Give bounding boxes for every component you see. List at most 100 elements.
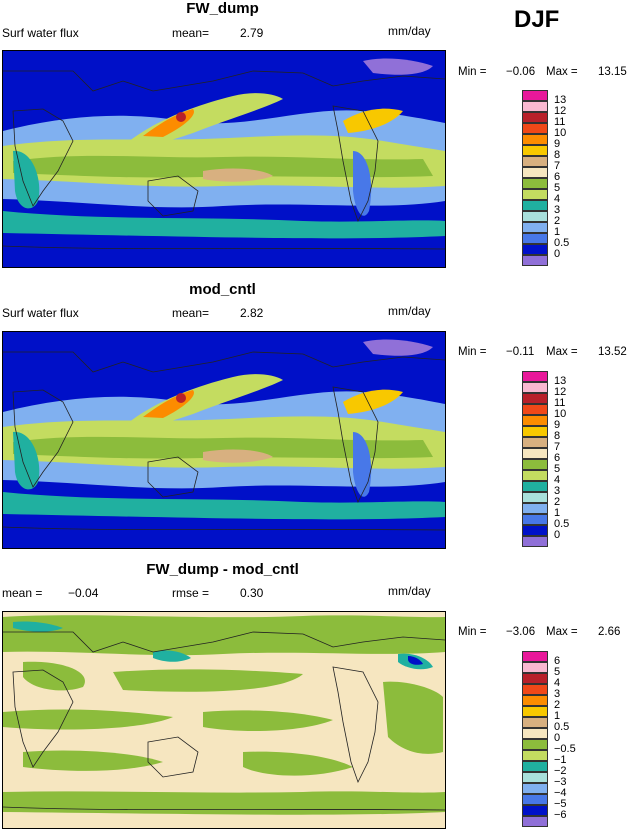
panel3-min-value: −3.06	[506, 626, 536, 638]
colorbar-box	[522, 448, 548, 459]
colorbar-tick-label: 6	[554, 452, 561, 464]
colorbar-box	[522, 783, 548, 794]
colorbar-box	[522, 211, 548, 222]
colorbar-box	[522, 805, 548, 816]
colorbar-box	[522, 233, 548, 244]
colorbar-tick-label: 2	[554, 215, 561, 227]
panel2-subtitle: Surf water flux	[2, 306, 79, 320]
colorbar-box	[522, 470, 548, 481]
colorbar-box	[522, 112, 548, 123]
panel2-max-label: Max =	[546, 346, 578, 358]
panel1-max-label: Max =	[546, 66, 578, 78]
colorbar-box	[522, 101, 548, 112]
colorbar-box	[522, 503, 548, 514]
colorbar-box	[522, 481, 548, 492]
colorbar-tick-label: 4	[554, 677, 561, 689]
panel3-max-value: 2.66	[598, 626, 621, 638]
panel3-map	[2, 611, 446, 829]
colorbar-box	[522, 178, 548, 189]
colorbar-tick-label: 8	[554, 149, 561, 161]
colorbar-tick-label: 4	[554, 193, 561, 205]
colorbar-tick-label: 0.5	[554, 237, 570, 249]
colorbar-tick-label: 8	[554, 430, 561, 442]
colorbar-box	[522, 255, 548, 266]
panel2-colorbar: 13 12 11 10 9 8 7 6 5 4 3 2 1 0.5 0	[522, 371, 569, 547]
colorbar-tick-label: 2	[554, 496, 561, 508]
colorbar-tick-label: 7	[554, 441, 561, 453]
panel2-min-value: −0.11	[506, 346, 535, 358]
colorbar-tick-label: 1	[554, 226, 561, 238]
season-label: DJF	[514, 6, 560, 33]
colorbar-tick-label: −0.5	[554, 743, 576, 755]
panel1-mean-label: mean=	[172, 26, 210, 40]
panel2-units: mm/day	[388, 304, 431, 318]
colorbar-tick-label: −6	[554, 809, 567, 821]
colorbar-tick-label: 11	[554, 397, 566, 409]
colorbar-box	[522, 382, 548, 393]
colorbar-box	[522, 794, 548, 805]
colorbar-box	[522, 739, 548, 750]
colorbar-box	[522, 750, 548, 761]
panel2-map	[2, 331, 446, 549]
colorbar-tick-label: 5	[554, 666, 561, 678]
panel1-min-value: −0.06	[506, 66, 536, 78]
panel1-units: mm/day	[388, 24, 431, 38]
colorbar-box	[522, 415, 548, 426]
colorbar-tick-label: 2	[554, 699, 561, 711]
colorbar-box	[522, 536, 548, 547]
colorbar-tick-label: 3	[554, 485, 561, 497]
panel3-rmse-label: rmse =	[172, 586, 210, 600]
colorbar-tick-label: 10	[554, 408, 567, 420]
colorbar-tick-label: 1	[554, 710, 561, 722]
colorbar-tick-label: 0.5	[554, 721, 570, 733]
panel1-max-value: 13.15	[598, 66, 627, 78]
colorbar-tick-label: 6	[554, 655, 561, 667]
panel3-title: FW_dump - mod_cntl	[146, 561, 299, 578]
colorbar-tick-label: 9	[554, 419, 561, 431]
colorbar-box	[522, 189, 548, 200]
colorbar-box	[522, 156, 548, 167]
panel1-colorbar: 13 12 11 10 9 8 7 6 5 4 3 2 1 0.5 0	[522, 90, 569, 266]
colorbar-tick-label: 3	[554, 204, 561, 216]
colorbar-box	[522, 200, 548, 211]
colorbar-box	[522, 459, 548, 470]
panel2-max-value: 13.52	[598, 346, 627, 358]
colorbar-box	[522, 514, 548, 525]
colorbar-tick-label: 1	[554, 507, 561, 519]
colorbar-box	[522, 167, 548, 178]
colorbar-box	[522, 244, 548, 255]
colorbar-tick-label: 6	[554, 171, 561, 183]
colorbar-box	[522, 772, 548, 783]
panel2-min-label: Min =	[458, 346, 487, 358]
colorbar-tick-label: 12	[554, 105, 567, 117]
colorbar-box	[522, 90, 548, 101]
panel2-map-svg	[3, 332, 445, 548]
colorbar-box	[522, 761, 548, 772]
panel1-subtitle: Surf water flux	[2, 26, 79, 40]
colorbar-tick-label: 9	[554, 138, 561, 150]
colorbar-tick-label: 13	[554, 94, 567, 106]
colorbar-box	[522, 437, 548, 448]
colorbar-box	[522, 706, 548, 717]
colorbar-tick-label: −5	[554, 798, 567, 810]
panel3-map-svg	[3, 612, 445, 828]
colorbar-box	[522, 145, 548, 156]
colorbar-tick-label: 0	[554, 248, 561, 260]
colorbar-box	[522, 728, 548, 739]
colorbar-tick-label: 0	[554, 529, 561, 541]
panel3-mean-label: mean =	[2, 586, 43, 600]
colorbar-tick-label: −1	[554, 754, 567, 766]
panel1-map-svg	[3, 51, 445, 267]
colorbar-box	[522, 134, 548, 145]
panel3-colorbar: 6 5 4 3 2 1 0.5 0 −0.5 −1 −2 −3 −4 −5 −6	[522, 651, 576, 827]
panel1-mean-value: 2.79	[240, 26, 264, 40]
panel2-title: mod_cntl	[189, 281, 256, 298]
colorbar-tick-label: 4	[554, 474, 561, 486]
panel3-rmse-value: 0.30	[240, 586, 264, 600]
colorbar-box	[522, 404, 548, 415]
panel1-map	[2, 50, 446, 268]
colorbar-tick-label: 7	[554, 160, 561, 172]
panel2-mean-value: 2.82	[240, 306, 264, 320]
colorbar-tick-label: 5	[554, 463, 561, 475]
colorbar-box	[522, 662, 548, 673]
